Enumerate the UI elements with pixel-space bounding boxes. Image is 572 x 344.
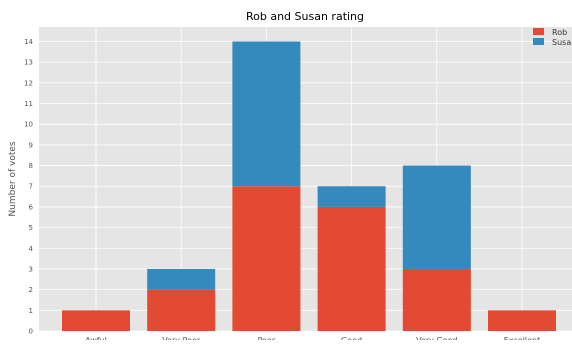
x-tick-label: Very Good: [416, 336, 457, 340]
bar-rob-awful: [62, 310, 130, 331]
legend-label-rob: Rob: [552, 28, 567, 37]
x-tick-label: Very Poor: [162, 336, 201, 340]
y-tick-label: 8: [29, 162, 33, 170]
x-tick-labels: Awful Very Poor Poor Good Very Good Excellent: [85, 336, 541, 344]
bar-rob-excellent: [488, 310, 556, 331]
bar-susan-very-poor: [147, 268, 216, 290]
y-tick-label: 9: [29, 141, 33, 149]
x-tick-label: Awful: [85, 336, 107, 340]
y-tick-label: 3: [29, 265, 33, 273]
y-tick-label: 4: [29, 245, 34, 253]
y-tick-label: 10: [24, 121, 33, 129]
legend: Rob Susan: [533, 28, 572, 47]
y-tick-label: 6: [29, 203, 34, 211]
y-tick-label: 14: [24, 38, 33, 46]
y-tick-label: 11: [24, 100, 33, 108]
bar-rob-very-good: [402, 268, 471, 331]
bar-susan-very-good: [402, 165, 471, 269]
plot-background: [39, 27, 572, 331]
y-tick-label: 1: [29, 307, 33, 315]
bar-rob-poor: [232, 186, 301, 331]
y-tick-label: 2: [29, 286, 33, 294]
bar-susan-good: [317, 186, 386, 207]
legend-label-susan: Susan: [552, 38, 572, 47]
x-tick-label: Good: [341, 336, 362, 340]
bars: [62, 41, 556, 331]
y-tick-label: 13: [24, 59, 33, 67]
bar-rob-good: [317, 206, 386, 331]
legend-swatch-rob: [533, 28, 544, 35]
x-tick-label: Excellent: [504, 336, 541, 340]
y-tick-label: 0: [29, 328, 33, 336]
x-tick-label: Poor: [258, 336, 276, 340]
bar-rob-very-poor: [147, 289, 216, 331]
y-tick-label: 12: [24, 79, 33, 87]
bar-susan-poor: [232, 41, 301, 187]
y-axis-label: Number of votes: [8, 141, 18, 216]
chart-title: Rob and Susan rating: [246, 10, 364, 23]
legend-swatch-susan: [533, 38, 544, 45]
y-tick-label: 7: [29, 183, 33, 191]
y-tick-label: 5: [29, 224, 33, 232]
